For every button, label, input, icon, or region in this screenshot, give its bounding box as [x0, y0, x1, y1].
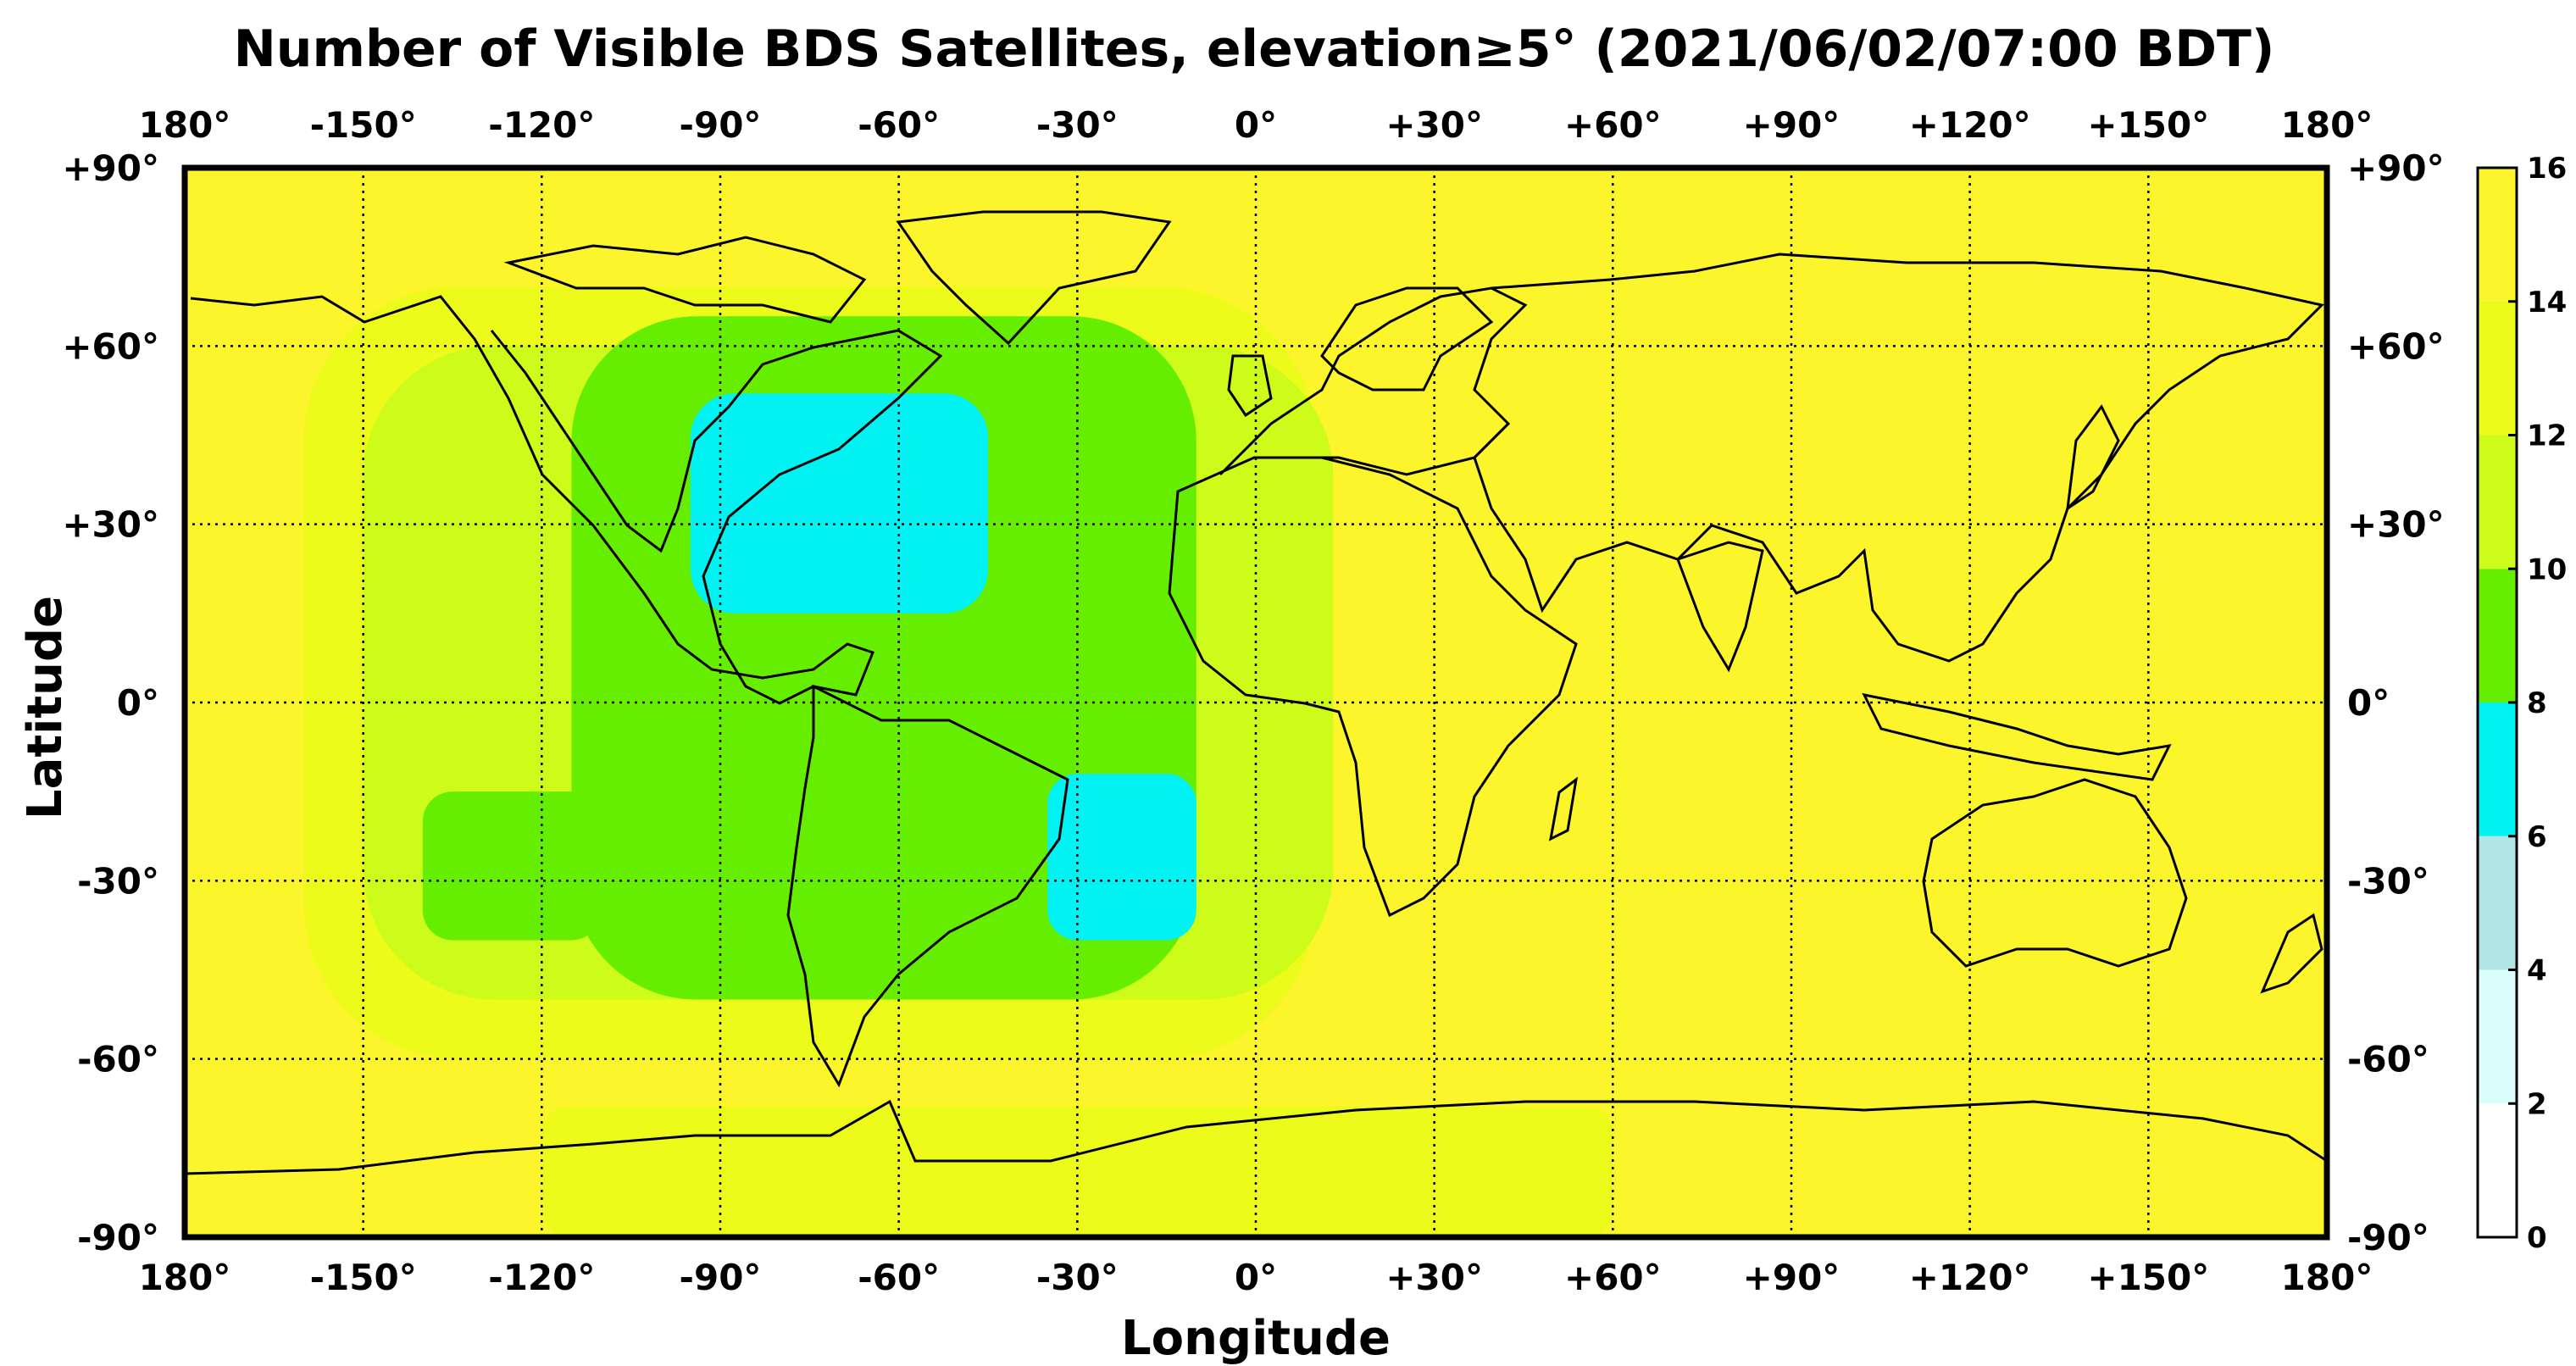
lon-tick-bottom: +120° — [1909, 1257, 2031, 1298]
lon-tick-top: +120° — [1909, 104, 2031, 146]
colorbar-tick-label: 14 — [2527, 286, 2567, 319]
lat-tick-left: 0° — [117, 682, 159, 724]
lat-tick-right: 0° — [2347, 682, 2390, 724]
coast-britain — [1227, 354, 1273, 418]
lon-tick-top: +150° — [2087, 104, 2209, 146]
lat-ticks-right: +90° +60° +30° 0° -30° -60° -90° — [2347, 147, 2445, 1258]
lat-tick-right: -30° — [2347, 860, 2429, 902]
colorbar-band — [2478, 301, 2517, 436]
colorbar-tick-label: 16 — [2527, 152, 2567, 186]
region-south-atlantic-low — [1047, 774, 1196, 941]
coast-new-zealand — [2260, 913, 2323, 994]
map-plot-area — [185, 168, 2327, 1237]
colorbar-tick-label: 8 — [2527, 686, 2547, 720]
coast-south-america — [786, 684, 1069, 1088]
coast-europe — [1219, 286, 1528, 476]
lon-tick-top: -150° — [310, 104, 417, 146]
map-frame — [181, 164, 2330, 1241]
lon-tick-bottom: -120° — [488, 1257, 595, 1298]
coast-australia — [1922, 778, 2188, 968]
lon-tick-bottom: -30° — [1036, 1257, 1119, 1298]
colorbar-tick-label: 4 — [2527, 954, 2547, 988]
colorbar-band — [2478, 702, 2517, 836]
coast-madagascar — [1548, 776, 1579, 841]
lon-tick-top: 180° — [139, 104, 231, 146]
lat-tick-right: +30° — [2347, 504, 2445, 546]
lon-tick-bottom: 180° — [139, 1257, 231, 1298]
lon-tick-bottom: +150° — [2087, 1257, 2209, 1298]
region-antarctic-patch — [541, 1106, 1613, 1237]
colorbar-band — [2478, 569, 2517, 702]
visibility-regions — [303, 286, 1613, 1237]
lat-tick-left: +60° — [62, 325, 159, 367]
lat-tick-left: +90° — [62, 147, 159, 189]
lon-tick-top: -90° — [680, 104, 762, 146]
lon-ticks-top: 180° -150° -120° -90° -60° -30° 0° +30° +60° +90°… — [139, 104, 2373, 146]
map-title: Number of Visible BDS Satellites, elevat… — [234, 19, 2275, 79]
lon-tick-bottom: 0° — [1235, 1257, 1277, 1298]
lon-tick-top: -120° — [488, 104, 595, 146]
lat-tick-left: +30° — [62, 504, 159, 546]
coast-africa — [1168, 456, 1578, 918]
lon-tick-bottom: +60° — [1564, 1257, 1662, 1298]
lon-tick-bottom: -90° — [680, 1257, 762, 1298]
lon-tick-bottom: -150° — [310, 1257, 417, 1298]
coast-north-america — [190, 295, 943, 705]
lat-tick-right: +90° — [2347, 147, 2445, 189]
lon-tick-top: +60° — [1564, 104, 1662, 146]
coast-india — [1676, 541, 1764, 673]
y-axis-label: Latitude — [18, 596, 73, 819]
colorbar-tick-label: 2 — [2527, 1087, 2547, 1121]
lon-tick-top: +90° — [1743, 104, 1840, 146]
lon-tick-bottom: +90° — [1743, 1257, 1840, 1298]
colorbar-band — [2478, 969, 2517, 1104]
coast-greenland — [896, 210, 1172, 346]
colorbar-tick-label: 6 — [2527, 820, 2547, 854]
lat-tick-right: +60° — [2347, 325, 2445, 367]
coast-indonesia — [1862, 692, 2172, 781]
lat-tick-right: -90° — [2347, 1217, 2429, 1258]
colorbar-band — [2478, 168, 2517, 302]
lon-tick-top: -30° — [1036, 104, 1119, 146]
lon-tick-bottom: -60° — [858, 1257, 940, 1298]
lon-ticks-bottom: 180° -150° -120° -90° -60° -30° 0° +30° +60° +90°… — [139, 1257, 2373, 1298]
colorbar-band — [2478, 836, 2517, 970]
lon-tick-bottom: 180° — [2281, 1257, 2373, 1298]
coast-antarctica — [185, 1099, 2327, 1175]
colorbar-tick-label: 12 — [2527, 419, 2567, 453]
region-south-pacific — [422, 791, 602, 941]
colorbar-band — [2478, 435, 2517, 569]
lon-tick-bottom: +30° — [1385, 1257, 1483, 1298]
coast-scandinavia — [1320, 286, 1494, 391]
lon-tick-top: -60° — [858, 104, 940, 146]
colorbar-tick-label: 0 — [2527, 1221, 2547, 1255]
lon-tick-top: +30° — [1385, 104, 1483, 146]
x-axis-label: Longitude — [1121, 1311, 1391, 1366]
coast-japan — [2066, 404, 2120, 512]
lon-tick-top: 0° — [1235, 104, 1277, 146]
colorbar-band — [2478, 1103, 2517, 1237]
lat-tick-left: -90° — [77, 1217, 159, 1258]
colorbar: 16 14 12 10 8 6 4 2 0 — [2476, 152, 2567, 1255]
lat-tick-left: -30° — [77, 860, 159, 902]
coast-asia — [1473, 253, 2324, 663]
graticule — [185, 168, 2327, 1237]
lon-tick-top: 180° — [2281, 104, 2373, 146]
coastlines — [185, 210, 2327, 1175]
lat-tick-right: -60° — [2347, 1039, 2429, 1080]
colorbar-tick-label: 10 — [2527, 553, 2567, 586]
coast-arctic-canada — [503, 236, 867, 324]
lat-ticks-left: +90° +60° +30° 0° -30° -60° -90° — [62, 147, 159, 1258]
region-north-atlantic-low — [690, 393, 988, 614]
lat-tick-left: -60° — [77, 1039, 159, 1080]
